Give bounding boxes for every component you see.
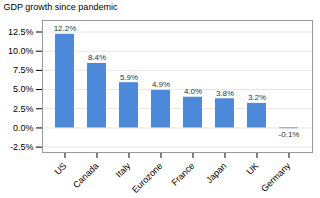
svg-text:US: US — [53, 161, 69, 177]
svg-text:8.4%: 8.4% — [88, 53, 106, 62]
svg-text:5.9%: 5.9% — [120, 73, 138, 82]
svg-text:Germany: Germany — [259, 160, 293, 194]
svg-text:0.0%: 0.0% — [13, 123, 34, 133]
svg-text:GDP growth since pandemic: GDP growth since pandemic — [4, 2, 118, 12]
svg-text:-2.5%: -2.5% — [10, 142, 34, 152]
svg-text:4.9%: 4.9% — [152, 80, 170, 89]
svg-text:5.0%: 5.0% — [13, 84, 34, 94]
svg-text:Eurozone: Eurozone — [130, 161, 164, 195]
svg-text:4.0%: 4.0% — [184, 87, 202, 96]
svg-text:3.2%: 3.2% — [248, 93, 266, 102]
svg-text:Italy: Italy — [114, 160, 133, 179]
svg-text:12.2%: 12.2% — [54, 24, 77, 33]
svg-text:Japan: Japan — [204, 161, 228, 185]
svg-text:10.0%: 10.0% — [8, 46, 34, 56]
svg-text:12.5%: 12.5% — [8, 27, 34, 37]
svg-text:-0.1%: -0.1% — [279, 130, 300, 139]
svg-text:7.5%: 7.5% — [13, 65, 34, 75]
svg-text:2.5%: 2.5% — [13, 104, 34, 114]
svg-text:Canada: Canada — [71, 161, 100, 190]
svg-text:UK: UK — [245, 161, 261, 177]
svg-text:3.8%: 3.8% — [216, 89, 234, 98]
svg-text:France: France — [170, 161, 197, 188]
